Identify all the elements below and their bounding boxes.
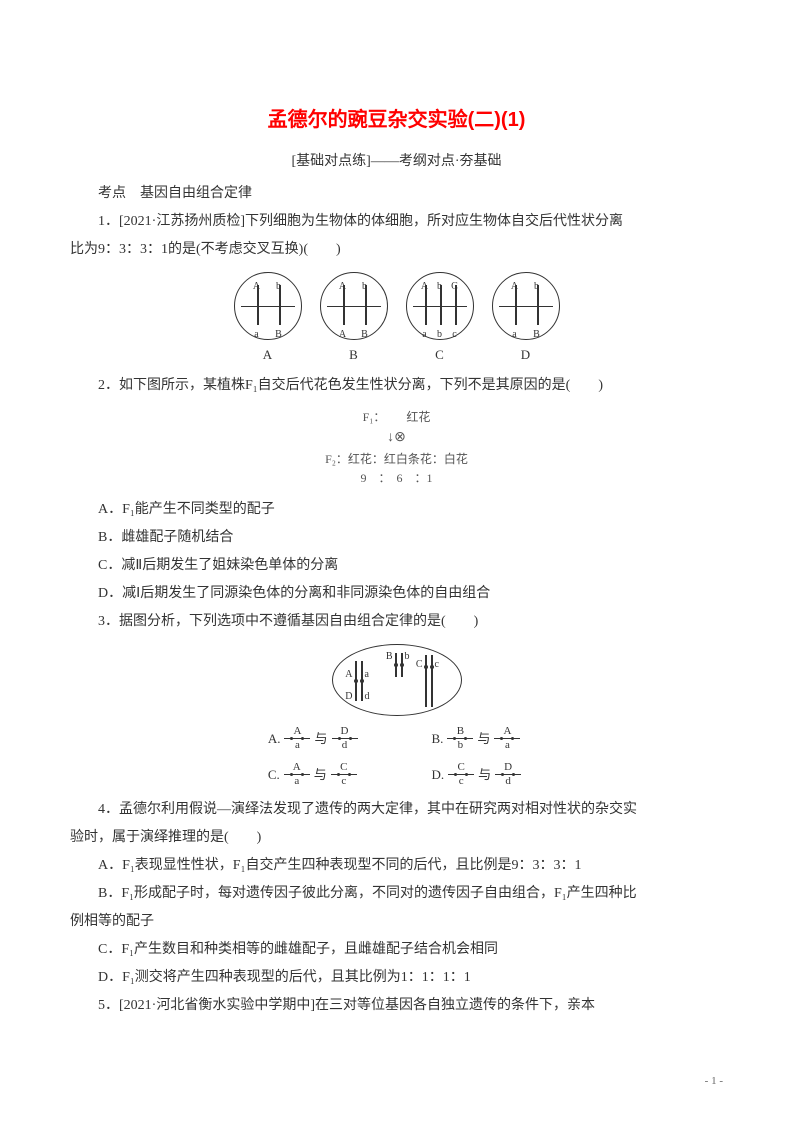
- q5-stem: 5．[2021·河北省衡水实验中学期中]在三对等位基因各自独立遗传的条件下，亲本: [70, 992, 723, 1020]
- q2-stem: 2．如下图所示，某植株F₁自交后代花色发生性状分离，下列不是其原因的是( ): [70, 372, 723, 400]
- q2-opt-c: C．减Ⅱ后期发生了姐妹染色单体的分离: [70, 552, 723, 580]
- cell-circle: A b A B: [320, 272, 388, 340]
- q3-figure: AD ad B b C c A. Aa: [70, 644, 723, 788]
- arrow-down-icon: ↓⊗: [70, 427, 723, 449]
- cell-circle: A b C a b c: [406, 272, 474, 340]
- q1-cell-d: A b a B D: [492, 272, 560, 368]
- subtitle: [基础对点练]——考纲对点·夯基础: [70, 148, 723, 176]
- q1-stem-b: 比为9：3：3：1的是(不考虑交叉互换)( ): [70, 236, 723, 264]
- q4-stem-a: 4．孟德尔利用假说—演绎法发现了遗传的两大定律，其中在研究两对相对性状的杂交实: [70, 796, 723, 824]
- q3-opt-b: B. Bb 与 Aa: [432, 726, 526, 752]
- q3-opt-c: C. Aa 与 Cc: [268, 762, 362, 788]
- q4-opt-a: A．F₁表现显性性状，F₁自交产生四种表现型不同的后代，且比例是9：3：3：1: [70, 852, 723, 880]
- page-title: 孟德尔的豌豆杂交实验(二)(1): [70, 100, 723, 140]
- q4-opt-b1: B．F₁形成配子时，每对遗传因子彼此分离，不同对的遗传因子自由组合，F₁产生四种…: [70, 880, 723, 908]
- page-number: - 1 -: [705, 1070, 723, 1092]
- q2-figure: F₁： 红花 ↓⊗ F₂：红花：红白条花：白花 9 ： 6 ：1: [70, 408, 723, 488]
- q4-opt-d: D．F₁测交将产生四种表现型的后代，且其比例为1：1：1：1: [70, 964, 723, 992]
- q3-cell: AD ad B b C c: [332, 644, 462, 716]
- q1-cell-b: A b A B B: [320, 272, 388, 368]
- q1-cell-a: A b a B A: [234, 272, 302, 368]
- q1-cell-c: A b C a b c C: [406, 272, 474, 368]
- q4-opt-c: C．F₁产生数目和种类相等的雌雄配子，且雌雄配子结合机会相同: [70, 936, 723, 964]
- q3-opt-d: D. Cc 与 Dd: [432, 762, 526, 788]
- q2-opt-d: D．减Ⅰ后期发生了同源染色体的分离和非同源染色体的自由组合: [70, 580, 723, 608]
- q1-figure: A b a B A A b A B B A b C a b: [70, 272, 723, 368]
- q3-opt-a: A. Aa 与 Dd: [268, 726, 362, 752]
- cell-circle: A b a B: [234, 272, 302, 340]
- cell-circle: A b a B: [492, 272, 560, 340]
- q1-stem-a: 1．[2021·江苏扬州质检]下列细胞为生物体的体细胞，所对应生物体自交后代性状…: [70, 208, 723, 236]
- q3-options: A. Aa 与 Dd B. Bb 与 Aa C. Aa 与 Cc D. Cc 与…: [268, 726, 525, 788]
- q4-stem-b: 验时，属于演绎推理的是( ): [70, 824, 723, 852]
- q2-opt-a: A．F₁能产生不同类型的配子: [70, 496, 723, 524]
- q2-opt-b: B．雌雄配子随机结合: [70, 524, 723, 552]
- kaodian: 考点 基因自由组合定律: [70, 180, 723, 208]
- q3-stem: 3．据图分析，下列选项中不遵循基因自由组合定律的是( ): [70, 608, 723, 636]
- q4-opt-b2: 例相等的配子: [70, 908, 723, 936]
